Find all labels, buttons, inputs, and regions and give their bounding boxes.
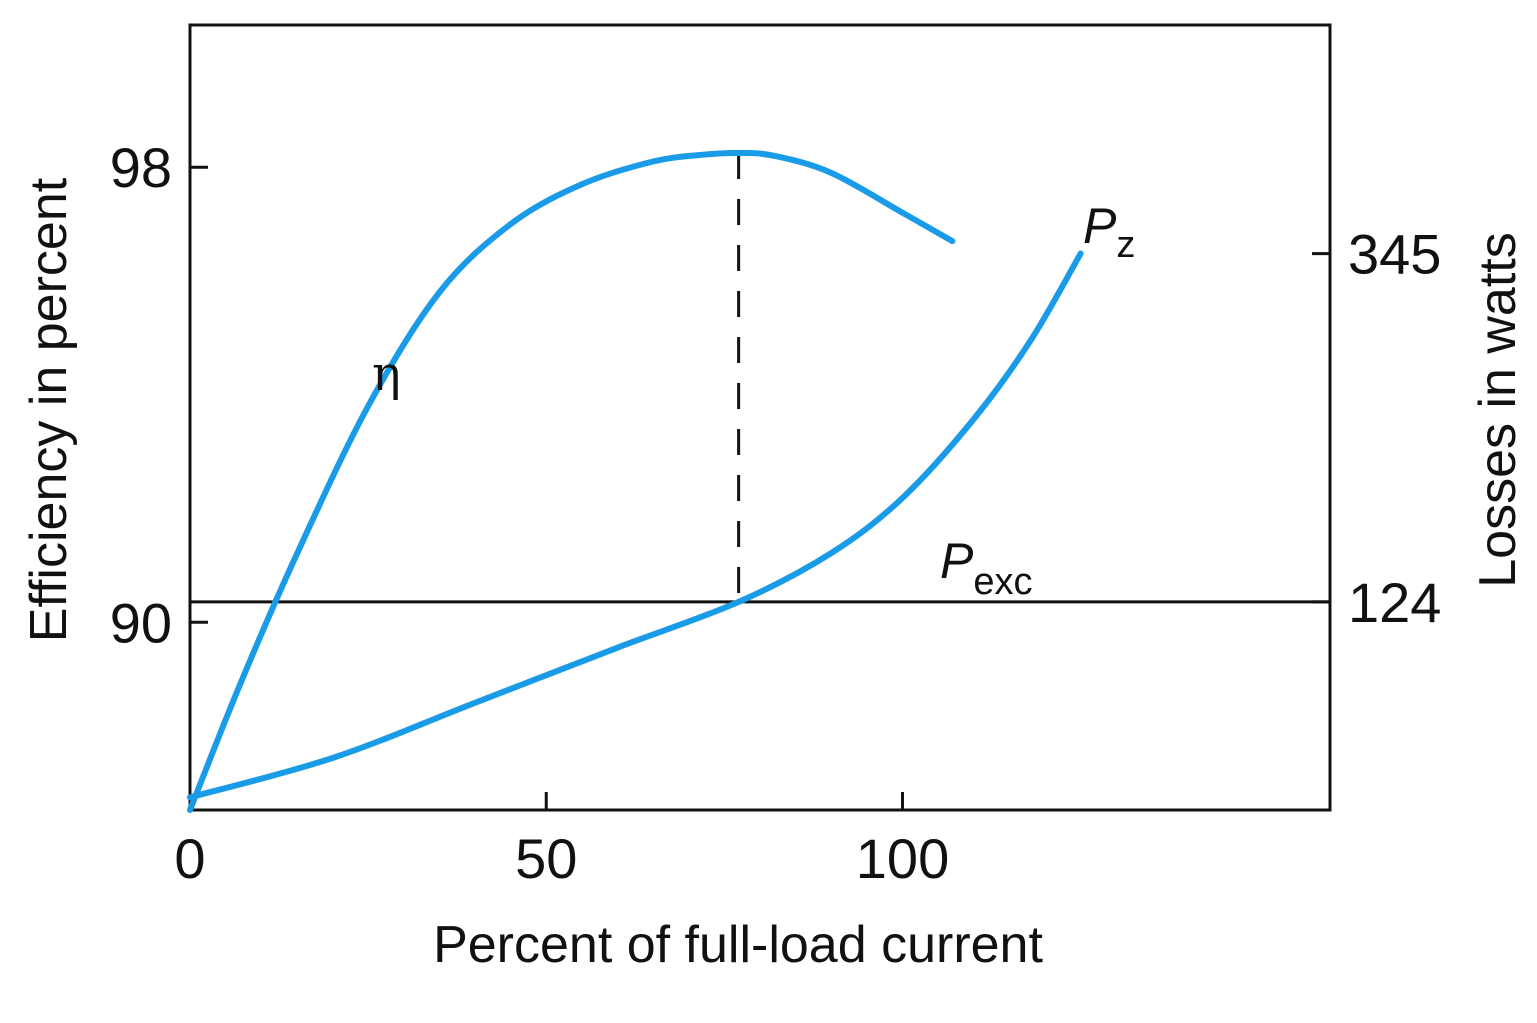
y-left-tick-label-90: 90 [110, 591, 172, 654]
x-tick-label-100: 100 [856, 827, 949, 890]
x-axis-title: Percent of full-load current [433, 916, 1043, 974]
plot-frame [188, 23, 1332, 812]
excitation-loss-curve [187, 250, 1084, 801]
pexc-curve-label: Pexc [940, 533, 1033, 603]
pz-label-main: P [1083, 198, 1117, 254]
axis-ticks [190, 165, 1330, 810]
pexc-label-main: P [940, 533, 974, 589]
eta-curve-label: η [372, 346, 401, 402]
reference-lines [190, 152, 1330, 604]
curves [187, 149, 1084, 813]
pz-label-sub: z [1116, 224, 1135, 266]
x-tick-label-0: 0 [174, 827, 205, 890]
x-tick-label-50: 50 [515, 827, 577, 890]
y-left-axis-title: Efficiency in percent [20, 177, 78, 642]
y-right-tick-label-124: 124 [1348, 571, 1441, 634]
pz-curve-label: Pz [1083, 198, 1135, 266]
y-right-axis-title: Losses in watts [1469, 232, 1527, 588]
y-left-tick-label-98: 98 [110, 136, 172, 199]
y-right-tick-label-345: 345 [1348, 223, 1441, 286]
pexc-label-sub: exc [973, 561, 1032, 603]
efficiency-curve [187, 149, 956, 813]
